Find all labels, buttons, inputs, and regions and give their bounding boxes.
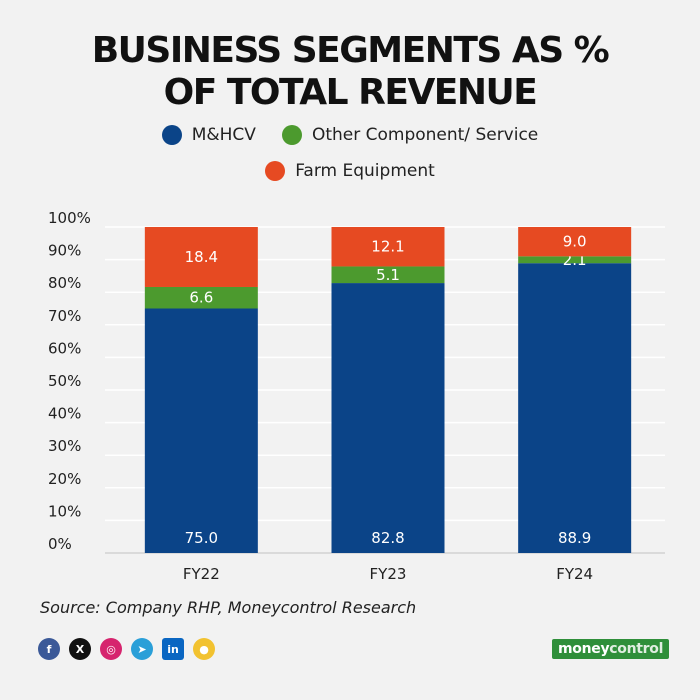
x-tick-label: FY24 [556,565,593,583]
bar-segment [518,263,632,553]
y-tick-label: 90% [48,242,81,260]
legend-label-mhcv: M&HCV [191,125,256,145]
bar-segment [331,283,445,553]
chart-title: BUSINESS SEGMENTS AS % OF TOTAL REVENUE [0,30,700,114]
telegram-icon[interactable]: ➤ [131,638,153,660]
legend-item-mhcv: M&HCV [161,125,256,145]
y-tick-label: 0% [48,535,72,553]
legend-item-farm-equipment: Farm Equipment [265,161,435,181]
source-note: Source: Company RHP, Moneycontrol Resear… [40,598,417,617]
bar-segment [518,227,632,257]
legend-item-other-component: Other Component/ Service [281,125,539,145]
data-label: 12.1 [371,238,404,256]
data-label: 5.1 [376,266,400,284]
y-tick-label: 70% [48,307,81,325]
bar-segment [144,286,258,309]
legend-swatch-mhcv [161,125,182,145]
y-tick-label: 80% [48,274,81,292]
bar-segment [331,266,445,284]
bar-segment [331,227,445,267]
facebook-icon[interactable]: f [38,638,60,660]
y-tick-label: 20% [48,470,81,488]
x-tick-label: FY23 [370,565,407,583]
legend-row-1: M&HCV Other Component/ Service [0,125,700,145]
bar-segment [144,308,258,553]
legend-label-farm-equipment: Farm Equipment [295,161,435,181]
bar-segment [518,256,632,264]
linkedin-icon[interactable]: in [162,638,184,660]
legend-swatch-farm-equipment [265,161,286,181]
data-label: 75.0 [185,529,218,547]
y-tick-label: 50% [48,372,81,390]
chart-title-line-1: BUSINESS SEGMENTS AS % [91,30,610,71]
x-icon[interactable]: X [69,638,91,660]
legend-row-2: Farm Equipment [0,161,700,181]
instagram-icon[interactable]: ◎ [100,638,122,660]
koo-icon[interactable]: ● [193,638,215,660]
data-label: 6.6 [189,289,213,307]
bar-segment [144,227,258,287]
y-tick-label: 10% [48,502,81,520]
y-tick-label: 60% [48,339,81,357]
chart-title-line-2: OF TOTAL REVENUE [163,72,538,113]
y-tick-label: 30% [48,437,81,455]
social-icons: f X ◎ ➤ in ● [38,638,215,660]
legend-label-other-component: Other Component/ Service [311,125,539,145]
data-label: 9.0 [563,233,587,251]
x-tick-label: FY22 [183,565,220,583]
y-tick-label: 40% [48,405,81,423]
data-label: 82.8 [371,529,404,547]
legend-swatch-other-component [281,125,302,145]
data-label: 88.9 [558,529,591,547]
y-tick-label: 100% [48,209,91,227]
moneycontrol-logo[interactable]: moneycontrol [552,639,670,659]
data-label: 18.4 [185,248,218,266]
